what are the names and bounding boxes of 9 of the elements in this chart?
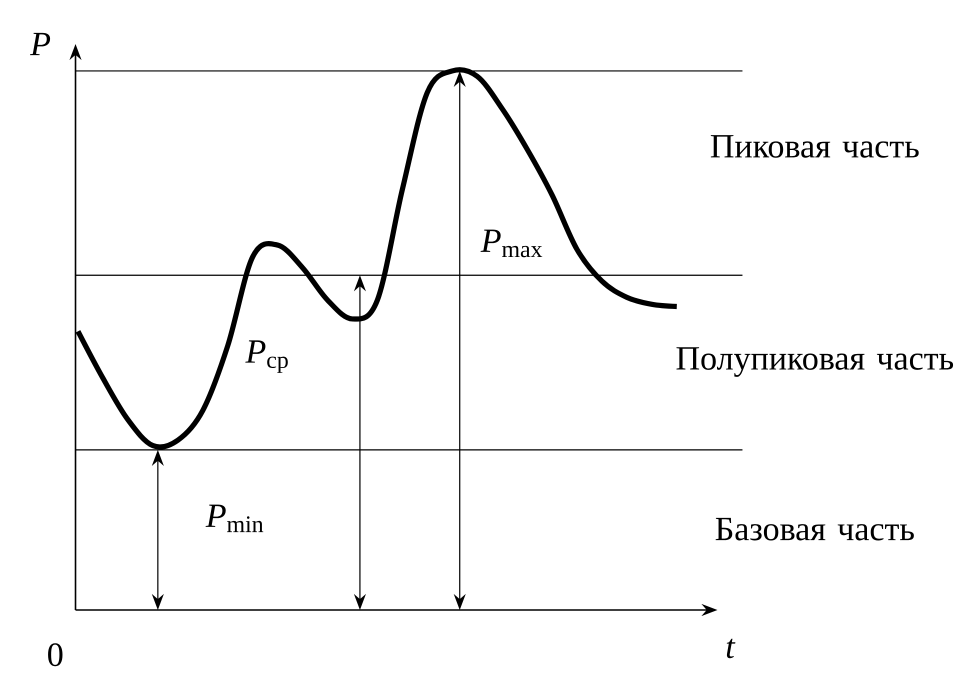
y-axis-title: P: [30, 32, 50, 56]
x-axis-title: t: [726, 638, 736, 658]
text: Пиковая часть: [710, 135, 919, 158]
annotation: Полупиковая часть: [676, 347, 954, 377]
text: 0: [48, 643, 62, 666]
annotation: P$_{max}$: [480, 230, 542, 258]
annotation: P$_{ср}$: [245, 340, 288, 373]
annotation: P$_{min}$: [206, 504, 264, 532]
text: Базовая часть: [716, 518, 914, 540]
